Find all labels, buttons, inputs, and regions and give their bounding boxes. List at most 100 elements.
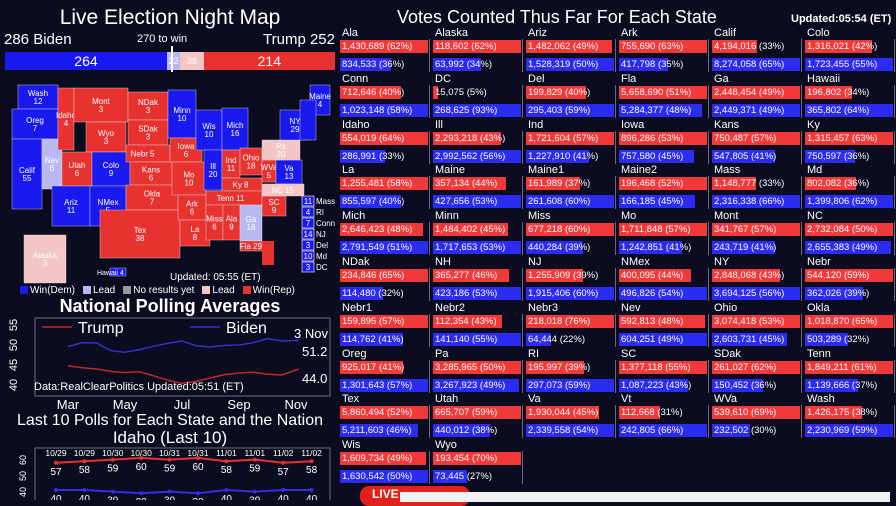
small-state-del[interactable]: 3 Del xyxy=(301,239,328,251)
state-shape[interactable] xyxy=(17,84,59,110)
dem-bar-fill xyxy=(433,424,490,438)
state-shape[interactable] xyxy=(195,109,223,151)
state-name: Mass xyxy=(714,164,741,177)
dem-bar-fill xyxy=(526,378,614,392)
state-shape[interactable] xyxy=(11,138,43,210)
vote-bars: 196,802 (34%) 365,802 (64%) xyxy=(805,84,895,118)
state-name: Ga xyxy=(714,72,729,85)
trump-lead-segment: 38 xyxy=(180,52,204,70)
dem-vote-count: 2,230,969 (59%) xyxy=(807,425,878,437)
state-shape[interactable] xyxy=(85,121,127,153)
state-shape[interactable] xyxy=(261,183,305,197)
vote-bars: 1,426,175 (38%) 2,230,969 (59%) xyxy=(805,405,895,439)
state-shape[interactable] xyxy=(73,87,129,123)
map-state-fla[interactable]: Fla 29 xyxy=(239,240,274,265)
small-state-box xyxy=(301,195,315,207)
state-shape[interactable] xyxy=(171,161,207,196)
rep-bar-fill xyxy=(526,223,614,237)
state-vote-cell: Conn 712,646 (40%) 1,023,148 (58%) xyxy=(340,73,433,118)
series-line-trump xyxy=(67,365,300,385)
state-vote-cell: Tenn 1,849,211 (61%) 1,139,666 (37%) xyxy=(805,348,896,393)
state-shape[interactable] xyxy=(221,107,249,151)
dem-vote-count: 3,267,923 (49%) xyxy=(435,379,506,391)
rep-vote-count: 159,895 (57%) xyxy=(342,315,405,327)
state-shape[interactable] xyxy=(51,185,91,227)
state-shape[interactable] xyxy=(91,151,131,187)
x-tick-label: 11/02 xyxy=(273,448,294,458)
state-shape[interactable] xyxy=(179,219,211,247)
rep-vote-count: 15,075 (5%) xyxy=(435,86,487,98)
state-ev: 8 xyxy=(193,233,198,242)
map-state-ky[interactable]: Ky 8 xyxy=(221,177,263,192)
state-shape[interactable] xyxy=(221,177,263,192)
small-state-nj[interactable]: 14 NJ xyxy=(301,228,326,240)
legend-label: Lead xyxy=(93,285,116,296)
state-shape[interactable] xyxy=(275,159,303,185)
legend-label: Trump xyxy=(78,320,124,337)
state-shape[interactable] xyxy=(125,184,179,211)
map-state-tenn[interactable]: Tenn 11 xyxy=(205,190,263,206)
state-shape[interactable] xyxy=(23,234,67,284)
rep-bar-fill xyxy=(433,223,508,237)
dem-vote-bar: 2,603,731 (45%) xyxy=(712,332,800,346)
rep-bar-fill xyxy=(619,177,707,191)
y-tick-label: 40 xyxy=(18,487,28,497)
state-shape[interactable] xyxy=(205,190,263,206)
state-shape[interactable] xyxy=(109,267,127,277)
rep-vote-count: 1,484,402 (45%) xyxy=(435,224,506,236)
map-state-nc[interactable]: NC 15 xyxy=(261,183,305,197)
rep-bar-fill xyxy=(526,269,584,282)
small-state-mass[interactable]: 11 Mass xyxy=(301,195,335,207)
state-vote-cell: Idaho 554,019 (64%) 286,991 (33%) xyxy=(340,119,433,164)
small-state-ri[interactable]: 4 RI xyxy=(301,206,324,218)
map-state-sc[interactable]: SC9 xyxy=(261,195,287,217)
state-label: Wyo xyxy=(98,129,114,138)
state-shape[interactable] xyxy=(99,209,181,259)
map-state-la[interactable]: La8 xyxy=(179,219,211,247)
state-shape[interactable] xyxy=(167,89,197,139)
map-state-nebr[interactable]: Nebr 5 xyxy=(125,144,171,163)
small-state-conn[interactable]: 7 Conn xyxy=(301,217,335,229)
dem-bar-fill xyxy=(805,287,864,300)
vote-bars: 755,690 (63%) 417,798 (35%) xyxy=(619,39,709,72)
state-shape[interactable] xyxy=(11,108,59,140)
rep-vote-count: 2,448,454 (49%) xyxy=(714,86,785,98)
map-state-hawaii[interactable]: Hawaii 4 xyxy=(97,267,127,277)
rep-vote-bar: 193,454 (70%) xyxy=(433,452,521,466)
small-state-md[interactable]: 10 Md xyxy=(301,250,327,262)
small-state-dc[interactable]: 3 DC xyxy=(301,261,328,273)
dem-vote-count: 1,087,223 (43%) xyxy=(621,379,692,391)
state-shape[interactable] xyxy=(61,151,93,187)
state-ev: 6 xyxy=(212,223,217,232)
rep-vote-bar: 261,027 (62%) xyxy=(712,360,800,374)
